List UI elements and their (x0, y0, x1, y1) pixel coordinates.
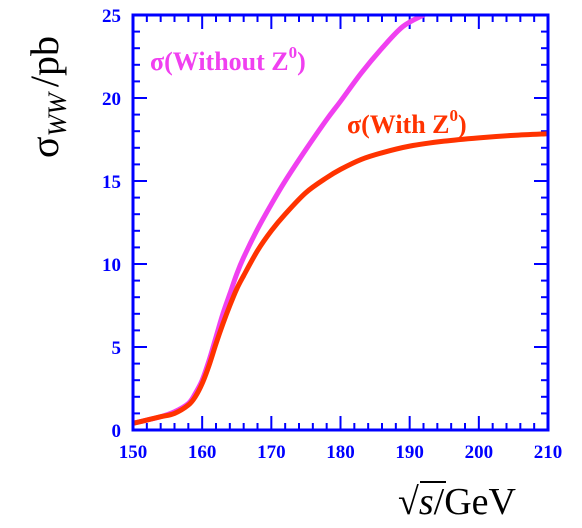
svg-text:√s/GeV: √s/GeV (398, 481, 517, 523)
series-label-with-sup: 0 (450, 106, 459, 125)
series-label-without-sup: 0 (289, 43, 298, 62)
y-axis-title-unit: /pb (22, 36, 67, 87)
x-axis-title: √s/GeV (398, 481, 517, 523)
y-tick-label: 25 (102, 6, 121, 27)
x-tick-label: 170 (257, 442, 286, 463)
y-tick-label: 20 (102, 89, 121, 110)
y-tick-label: 5 (112, 338, 122, 359)
x-tick-label: 180 (326, 442, 355, 463)
series-label-without-z0: σ(Without Z0) (150, 43, 306, 76)
y-tick-label: 10 (102, 255, 121, 276)
x-tick-label: 190 (395, 442, 424, 463)
series-label-with-main: σ(With Z (347, 110, 450, 139)
y-axis-title-sigma: σ (22, 136, 67, 158)
x-axis-title-unit: /GeV (434, 481, 517, 523)
curves-layer (133, 15, 548, 426)
series-with-z0-line (133, 131, 548, 426)
y-axis-title-subscript: WW (43, 91, 72, 137)
y-tick-label: 15 (102, 172, 121, 193)
x-tick-label: 160 (188, 442, 217, 463)
plot-frame (131, 13, 550, 432)
x-axis-title-var: s (419, 481, 434, 523)
ticks-layer: 150 160 170 180 190 200 210 0 5 10 15 20 25 (102, 6, 562, 463)
series-label-with-z0: σ(With Z0) (347, 106, 467, 139)
x-axis-title-root: √ (398, 481, 419, 523)
series-label-without-close: ) (297, 47, 306, 76)
x-tick-label: 210 (534, 442, 563, 463)
svg-text:σWW/pb: σWW/pb (22, 36, 72, 158)
series-label-with-close: ) (458, 110, 467, 139)
y-tick-label: 0 (112, 421, 122, 442)
x-tick-label: 150 (119, 442, 148, 463)
y-axis-title: σWW/pb (22, 36, 72, 158)
x-tick-label: 200 (465, 442, 494, 463)
series-label-without-main: σ(Without Z (150, 47, 289, 76)
